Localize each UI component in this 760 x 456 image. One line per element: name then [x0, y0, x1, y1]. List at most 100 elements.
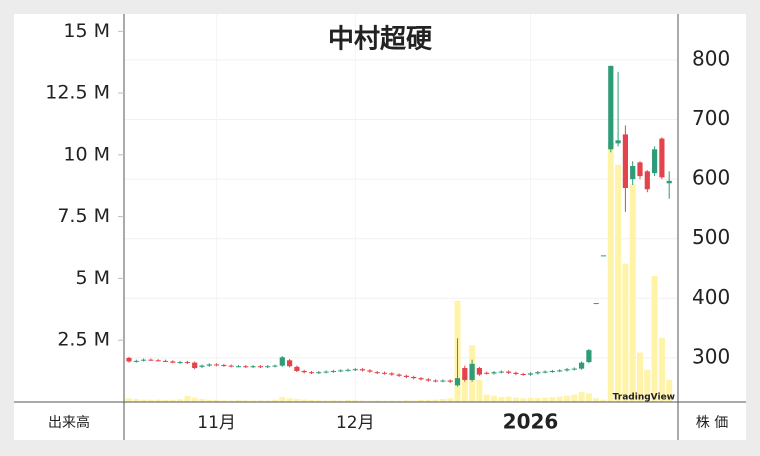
y-tick-label: 500	[692, 225, 730, 249]
candle-body	[622, 134, 628, 189]
volume-bar	[549, 397, 556, 402]
y-tick-label: 800	[692, 46, 730, 70]
candle-body	[506, 371, 512, 373]
candle-body	[513, 372, 519, 374]
candle-body	[549, 371, 555, 373]
candle-body	[199, 365, 205, 367]
grid	[124, 14, 678, 402]
volume-bar	[534, 398, 541, 402]
candle-body	[221, 365, 227, 367]
candle-body	[600, 255, 607, 257]
volume-bar	[235, 400, 242, 402]
candle-body	[170, 361, 176, 363]
candle-body	[469, 363, 475, 380]
candle-body	[542, 371, 548, 373]
candle-body	[396, 374, 402, 376]
y2-tick-label: 7.5 M	[57, 205, 110, 227]
volume-bar	[330, 400, 337, 402]
candle-body	[243, 366, 249, 368]
volume-bar	[578, 392, 585, 402]
volume-bar	[432, 399, 439, 402]
candle-body	[498, 371, 504, 373]
volume-bar	[374, 400, 381, 402]
volume-bar	[564, 395, 570, 402]
candle-body	[228, 365, 234, 367]
candle-body	[652, 149, 658, 174]
volume-bar	[381, 400, 388, 402]
volume-bar	[556, 396, 563, 402]
candle-body	[418, 378, 424, 380]
volume-bar	[206, 399, 213, 402]
candle-body	[579, 362, 585, 369]
y2-tick-label: 10 M	[63, 143, 110, 165]
candle-body	[454, 378, 461, 386]
candle-body	[630, 165, 636, 180]
candle-body	[593, 303, 599, 305]
y2-tick-label: 2.5 M	[57, 329, 110, 351]
volume-bar	[359, 400, 366, 402]
volume-bar	[199, 399, 205, 402]
volume-bar	[651, 275, 658, 402]
volume-bar	[184, 395, 191, 402]
volume-bar	[301, 399, 308, 402]
candle-body	[360, 369, 366, 371]
price-axis-label: 株 価	[696, 415, 728, 431]
candle-body	[425, 379, 431, 381]
candle-body	[155, 360, 161, 362]
volume-bar	[162, 400, 169, 402]
volume-bar	[542, 397, 549, 402]
volume-bar	[461, 377, 468, 402]
volume-bar	[593, 398, 600, 402]
volume-bar	[272, 399, 278, 402]
volume-bar	[177, 399, 184, 402]
candle-body	[520, 373, 526, 375]
volume-bar	[585, 393, 592, 402]
volume-bar	[476, 379, 483, 402]
volume-bar	[425, 399, 432, 402]
volume-bar	[498, 397, 505, 402]
candle-body	[411, 376, 417, 379]
volume-bar	[512, 397, 519, 402]
volume-bar	[169, 399, 176, 402]
volume-bar	[483, 394, 490, 402]
volume-bar	[615, 164, 622, 402]
candle-body	[192, 362, 198, 369]
volume-bar	[279, 397, 286, 402]
candle-body	[476, 368, 482, 375]
volume-bar	[491, 395, 497, 402]
candle-body	[338, 370, 344, 372]
candle-body	[177, 362, 183, 364]
candle-body	[308, 372, 315, 374]
candle-body	[484, 372, 490, 374]
volume-bar	[658, 337, 665, 402]
candle-body	[323, 371, 329, 373]
volume-bar	[629, 184, 636, 402]
volume-bar	[315, 400, 322, 402]
volume-bar	[242, 400, 249, 402]
volume-bar	[447, 398, 454, 402]
candle-body	[272, 365, 278, 367]
candle-body	[374, 372, 380, 374]
volume-bar	[286, 398, 293, 402]
candle-body	[301, 371, 307, 373]
volume-bar	[352, 400, 359, 402]
y2-tick-label: 15 M	[63, 20, 110, 42]
volume-bar	[228, 400, 235, 402]
volume-bar	[396, 400, 403, 402]
candle-body	[126, 357, 132, 362]
candle-body	[608, 65, 614, 150]
candle-body	[381, 372, 388, 374]
volume-bar	[257, 400, 264, 402]
candle-body	[206, 364, 212, 366]
candle-body	[666, 180, 672, 184]
volume-bar	[607, 142, 614, 402]
volume-bar	[155, 399, 162, 402]
volume-bar	[403, 400, 410, 402]
candle-body	[316, 372, 322, 374]
volume-bar	[520, 398, 527, 402]
candle-body	[141, 359, 147, 361]
candle-body	[433, 380, 439, 382]
candle-body	[162, 360, 169, 362]
